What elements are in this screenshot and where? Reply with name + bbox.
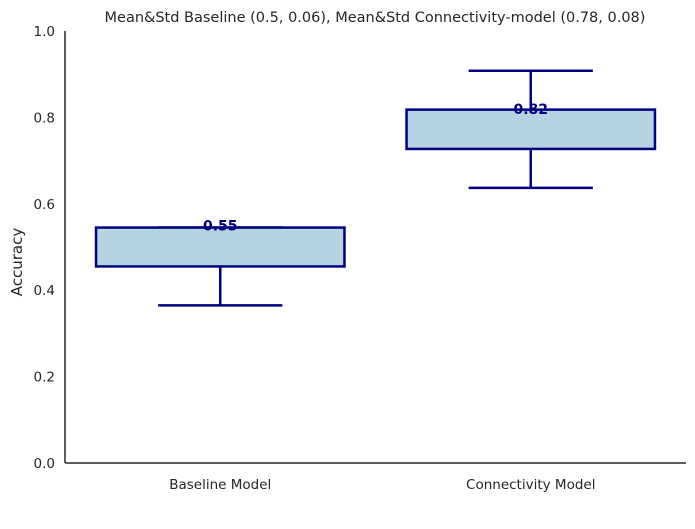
box-value-label: 0.55: [203, 218, 238, 234]
box-1: 0.55: [94, 218, 346, 307]
boxes-group: 0.55 0.82: [94, 69, 657, 307]
y-axis-ticks: 0.0 0.2 0.4 0.6 0.8 1.0: [34, 24, 55, 472]
box-iqr: [94, 226, 346, 268]
y-tick-label: 0.8: [34, 110, 55, 126]
y-tick-label: 0.2: [34, 370, 55, 386]
y-tick-label: 1.0: [34, 24, 55, 40]
box-value-label: 0.82: [513, 102, 548, 118]
box-iqr: [405, 108, 657, 151]
y-tick-label: 0.0: [34, 456, 55, 472]
x-tick-label: Baseline Model: [169, 477, 271, 493]
y-tick-label: 0.4: [34, 283, 55, 299]
chart-title: Mean&Std Baseline (0.5, 0.06), Mean&Std …: [105, 10, 646, 26]
box-2: 0.82: [405, 69, 657, 190]
x-axis-ticks: Baseline Model Connectivity Model: [169, 477, 595, 493]
y-axis-label: Accuracy: [8, 228, 26, 297]
y-tick-label: 0.6: [34, 197, 55, 213]
x-tick-label: Connectivity Model: [466, 477, 595, 493]
